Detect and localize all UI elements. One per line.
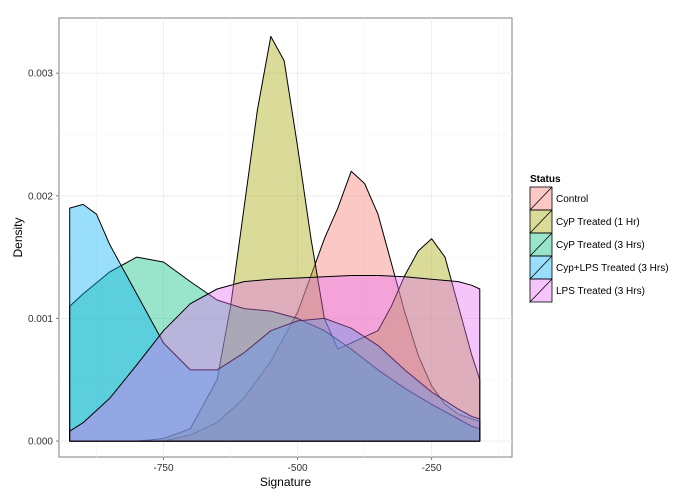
legend-key-slash — [529, 255, 553, 280]
density-area-1 — [69, 170, 481, 442]
density-area-2 — [69, 35, 481, 442]
x-axis: -750 -500 -250 — [154, 457, 442, 474]
legend-title: Status — [530, 174, 561, 185]
y-tick-label: 0.002 — [28, 191, 53, 202]
density-areas — [69, 35, 481, 442]
legend: Status Control CyP Treated (1 Hr) CyP Trea… — [529, 174, 669, 303]
legend-key-slash — [529, 209, 553, 234]
y-tick-label: 0.001 — [28, 314, 53, 325]
y-tick-label: 0.003 — [28, 69, 53, 80]
legend-label: Control — [556, 194, 588, 205]
legend-key-slash — [529, 232, 553, 257]
legend-label: CyP Treated (1 Hr) — [556, 217, 640, 228]
legend-key-slash — [529, 278, 553, 303]
legend-label: LPS Treated (3 Hrs) — [556, 286, 645, 297]
density-area-3 — [69, 256, 481, 442]
plot-panel — [58, 17, 513, 458]
y-axis-title: Density — [11, 217, 25, 257]
density-area-4 — [69, 203, 481, 442]
density-area-5 — [69, 275, 481, 442]
y-tick-label: 0.000 — [28, 437, 53, 448]
legend-key-slash — [529, 186, 553, 211]
legend-label: Cyp+LPS Treated (3 Hrs) — [556, 263, 669, 274]
legend-label: CyP Treated (3 Hrs) — [556, 240, 645, 251]
x-tick-label: -750 — [154, 463, 174, 474]
y-axis: 0.000 0.001 0.002 0.003 — [28, 69, 59, 448]
x-tick-label: -250 — [422, 463, 442, 474]
x-tick-label: -500 — [288, 463, 308, 474]
x-axis-title: Signature — [260, 475, 312, 489]
